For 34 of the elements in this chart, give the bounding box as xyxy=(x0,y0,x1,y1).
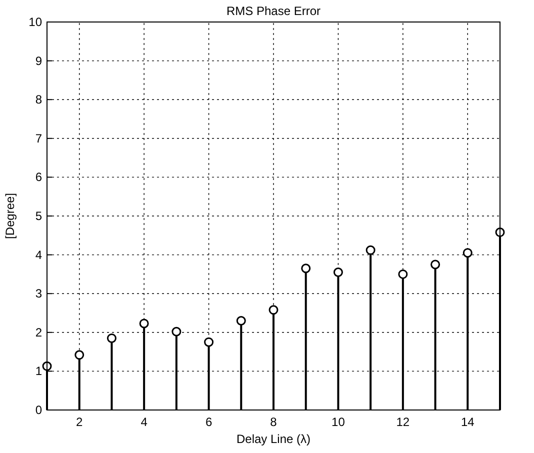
y-tick-label: 5 xyxy=(35,209,42,223)
point xyxy=(333,268,343,278)
y-tick-label: 0 xyxy=(35,403,42,417)
x-tick-label: 6 xyxy=(205,415,212,429)
x-tick-label: 14 xyxy=(460,415,475,429)
point xyxy=(462,248,472,258)
point xyxy=(106,333,116,343)
x-axis-title: Delay Line (λ) xyxy=(236,432,311,446)
x-tick-label: 10 xyxy=(332,415,346,429)
x-tick-label: 8 xyxy=(270,415,278,429)
point xyxy=(236,316,246,326)
y-tick-label: 9 xyxy=(35,54,42,68)
x-tick-label: 2 xyxy=(76,415,84,429)
y-tick-label: 1 xyxy=(35,364,42,378)
point xyxy=(139,318,149,328)
point xyxy=(301,264,311,274)
point xyxy=(430,260,440,270)
point xyxy=(398,269,408,279)
y-tick-label: 3 xyxy=(35,286,42,301)
point xyxy=(74,350,84,360)
y-tick-label: 6 xyxy=(35,170,42,184)
point xyxy=(204,337,214,347)
y-tick-label: 10 xyxy=(28,15,42,29)
point xyxy=(268,305,278,315)
x-tick-label: 12 xyxy=(396,415,410,429)
x-tick-label: 4 xyxy=(140,415,148,429)
y-tick-label: 4 xyxy=(35,248,42,262)
y-axis-title: [Degree] xyxy=(3,192,17,240)
y-tick-label: 8 xyxy=(35,92,42,107)
y-tick-label: 2 xyxy=(35,325,42,340)
chart-title: RMS Phase Error xyxy=(226,4,321,18)
point xyxy=(172,326,182,336)
point xyxy=(366,245,376,255)
y-tick-label: 7 xyxy=(35,131,42,146)
